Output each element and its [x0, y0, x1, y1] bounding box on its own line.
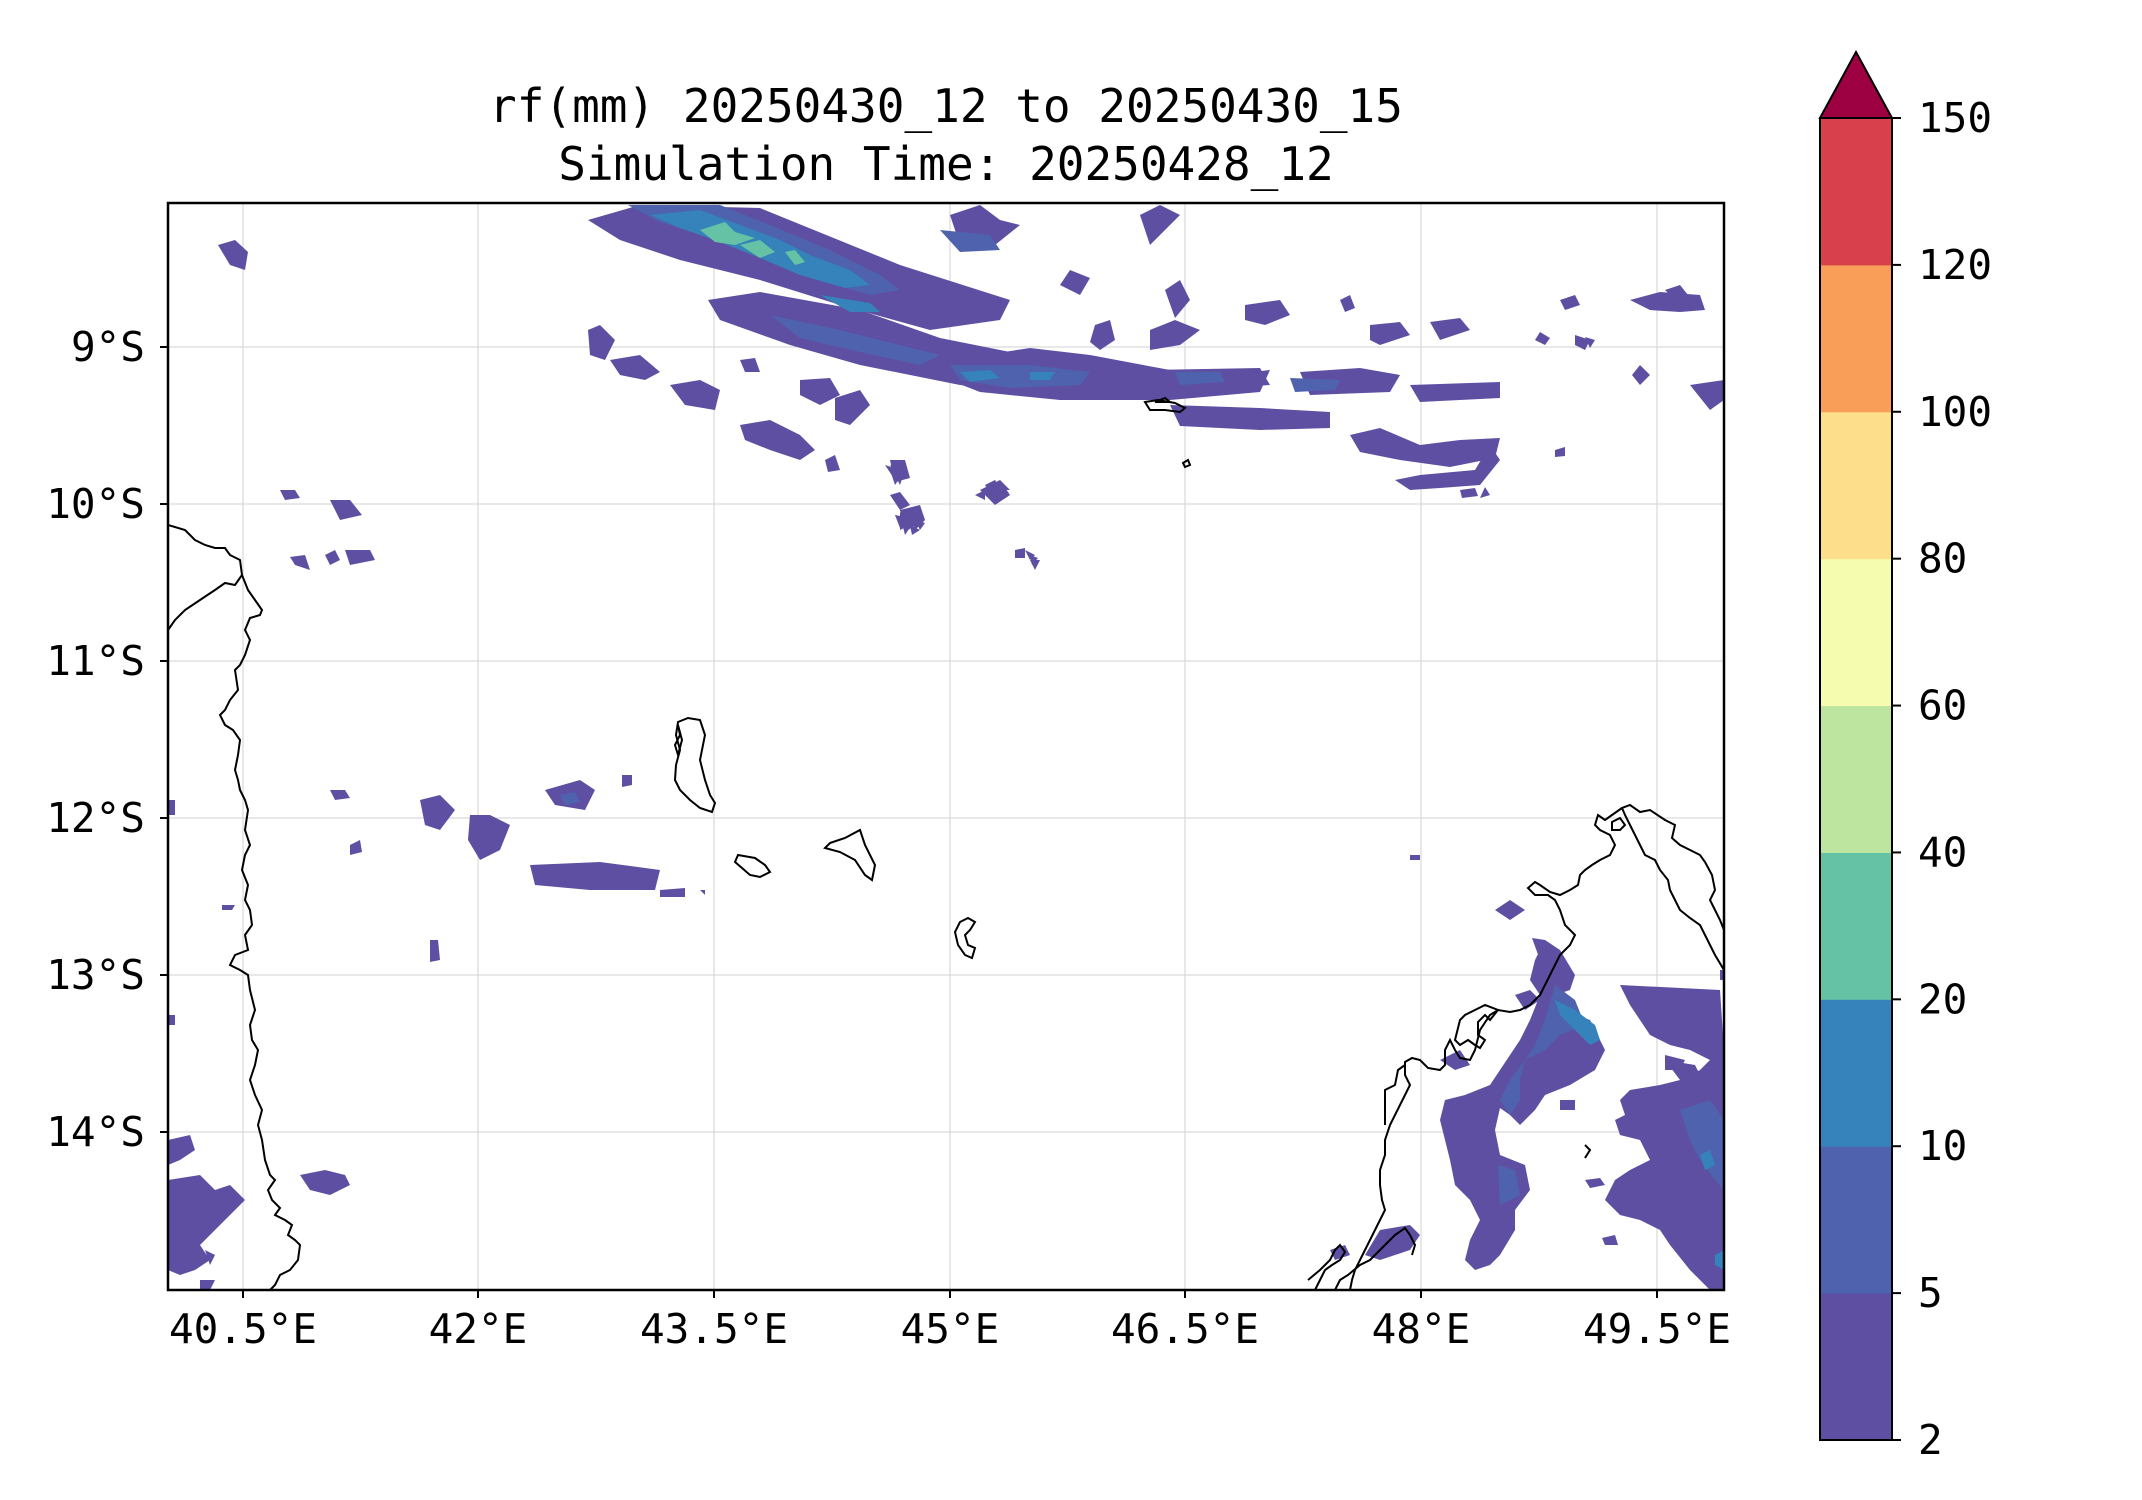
lon-label: 42°E	[429, 1305, 528, 1353]
colorbar-legend: 2 5 10 20 40 60 80 100 120 150	[1818, 49, 1992, 1464]
colorbar-tick-label: 20	[1918, 975, 1967, 1023]
colorbar-extend-arrow	[1818, 49, 1894, 119]
colorbar-segment	[1820, 999, 1892, 1147]
colorbar-segment	[1820, 118, 1892, 266]
lat-label: 11°S	[46, 637, 145, 685]
lon-label: 49.5°E	[1583, 1305, 1731, 1353]
colorbar-tick-label: 80	[1918, 535, 1967, 583]
axis-ticks	[160, 346, 1658, 1298]
colorbar-tick-label: 60	[1918, 682, 1967, 730]
lat-label: 12°S	[46, 794, 145, 842]
colorbar-segment	[1820, 852, 1892, 1000]
lon-label: 48°E	[1372, 1305, 1471, 1353]
lat-label: 14°S	[46, 1108, 145, 1156]
colorbar-segment	[1820, 411, 1892, 560]
lon-label: 43.5°E	[640, 1305, 788, 1353]
colorbar-segment	[1820, 705, 1892, 853]
rainfall-band-10-20	[650, 210, 1724, 1270]
colorbar-tick-label: 150	[1918, 94, 1992, 142]
rainfall-band-2-5	[168, 205, 1724, 1290]
lon-label: 40.5°E	[169, 1305, 317, 1353]
rainfall-band-20-40	[700, 222, 805, 265]
lon-label: 46.5°E	[1111, 1305, 1259, 1353]
map-area	[168, 203, 1724, 1290]
colorbar-tick-label: 100	[1918, 388, 1992, 436]
colorbar-tick-label: 2	[1918, 1416, 1943, 1464]
colorbar-tick-label: 40	[1918, 828, 1967, 876]
coastlines	[168, 396, 1724, 1290]
colorbar-segment	[1820, 1293, 1892, 1441]
map-subtitle: Simulation Time: 20250428_12	[558, 137, 1334, 191]
colorbar-segment	[1820, 1146, 1892, 1294]
longitude-labels: 40.5°E 42°E 43.5°E 45°E 46.5°E 48°E 49.5…	[169, 1305, 1731, 1353]
colorbar-segment	[1820, 558, 1892, 707]
lon-label: 45°E	[901, 1305, 1000, 1353]
lat-label: 13°S	[46, 951, 145, 999]
colorbar-segment	[1820, 264, 1892, 413]
colorbar-frame	[1819, 117, 1893, 1441]
map-title: rf(mm) 20250430_12 to 20250430_15	[489, 79, 1403, 133]
lat-label: 10°S	[46, 480, 145, 528]
lat-label: 9°S	[71, 323, 145, 371]
colorbar-tick-label: 10	[1918, 1122, 1967, 1170]
latitude-labels: 9°S 10°S 11°S 12°S 13°S 14°S	[46, 323, 145, 1156]
map-frame	[166, 201, 1726, 1292]
colorbar-tick-label: 120	[1918, 241, 1992, 289]
colorbar-tick-label: 5	[1918, 1269, 1943, 1317]
